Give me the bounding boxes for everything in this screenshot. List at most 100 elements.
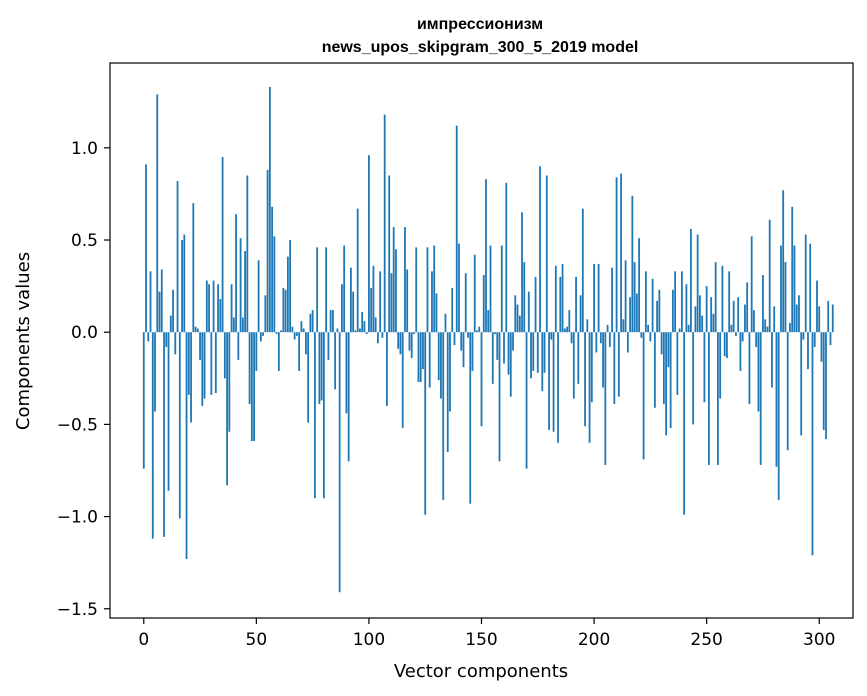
bar — [406, 269, 409, 333]
bar — [282, 287, 285, 333]
bar — [638, 238, 641, 333]
bar — [489, 245, 492, 333]
bar — [617, 332, 620, 397]
bar — [176, 181, 179, 333]
bar — [464, 273, 467, 333]
bar — [185, 332, 188, 559]
bar — [212, 280, 215, 333]
bar — [611, 267, 613, 333]
bar — [732, 300, 735, 333]
bar — [581, 208, 584, 333]
bar — [575, 276, 577, 333]
bar — [440, 332, 442, 399]
bar — [142, 332, 145, 469]
bar — [530, 332, 532, 379]
bar — [662, 332, 665, 405]
bar — [509, 332, 512, 397]
bar — [208, 284, 210, 333]
bar — [268, 86, 271, 333]
bar — [192, 203, 195, 333]
bar — [286, 256, 289, 333]
bar — [588, 332, 591, 443]
bar — [748, 332, 751, 405]
bar — [653, 332, 656, 408]
bar — [194, 326, 197, 333]
bar — [246, 175, 249, 333]
bar — [417, 332, 420, 382]
bar — [807, 332, 809, 370]
bar — [149, 271, 152, 333]
bar — [608, 332, 611, 347]
bar — [827, 300, 830, 333]
bar — [543, 332, 546, 373]
bar — [435, 293, 438, 333]
bar — [658, 289, 661, 333]
bar — [741, 332, 744, 342]
bar — [534, 276, 537, 333]
bar — [566, 326, 568, 333]
bar — [399, 332, 402, 355]
bar — [397, 332, 400, 349]
bar — [503, 332, 505, 364]
bar — [757, 332, 760, 412]
bar — [401, 332, 404, 429]
bar — [710, 297, 713, 333]
bar — [478, 326, 481, 333]
bar — [606, 324, 609, 333]
bar — [280, 330, 283, 333]
bar — [304, 332, 307, 355]
bar — [334, 332, 337, 390]
bar — [541, 332, 544, 392]
y-axis-label: Components values — [13, 252, 34, 430]
bar — [244, 251, 246, 333]
bar — [532, 332, 535, 371]
bar — [795, 304, 798, 333]
x-tick-label: 100 — [353, 630, 385, 650]
bar — [196, 328, 199, 333]
bar — [687, 324, 690, 333]
bar — [462, 332, 465, 368]
bar — [147, 332, 150, 342]
bar — [660, 332, 663, 355]
bar — [336, 328, 339, 333]
bar — [359, 328, 361, 333]
bar — [451, 287, 454, 333]
bar — [708, 332, 710, 465]
bars-group — [142, 86, 834, 593]
bar — [419, 332, 422, 382]
x-axis-ticks: 0 50 100 150 200 250 300 — [138, 618, 835, 650]
bar — [241, 317, 244, 333]
bar — [183, 234, 186, 333]
bar — [557, 332, 559, 443]
bar — [485, 179, 487, 333]
bar — [561, 263, 564, 333]
bar — [674, 271, 677, 333]
bar — [523, 262, 526, 333]
bar — [714, 262, 717, 333]
bar — [631, 195, 634, 333]
bar — [275, 332, 278, 335]
chart-title: импрессионизм — [417, 16, 543, 33]
bar — [550, 332, 553, 340]
bar — [232, 317, 235, 333]
bar — [322, 332, 325, 499]
bar — [151, 332, 154, 539]
bar — [683, 332, 686, 515]
bar — [746, 282, 749, 333]
bar — [235, 214, 237, 333]
bar — [699, 295, 701, 333]
bar — [316, 247, 319, 333]
bar — [726, 332, 728, 359]
bar — [217, 284, 219, 333]
bar — [507, 332, 510, 375]
bar — [295, 332, 298, 336]
bar — [789, 322, 791, 333]
bar — [422, 332, 424, 370]
bar — [696, 234, 699, 333]
bar — [187, 332, 190, 395]
y-tick-label: 0.5 — [71, 231, 98, 251]
bar — [644, 271, 647, 333]
bar — [302, 328, 305, 333]
bar — [595, 332, 598, 353]
